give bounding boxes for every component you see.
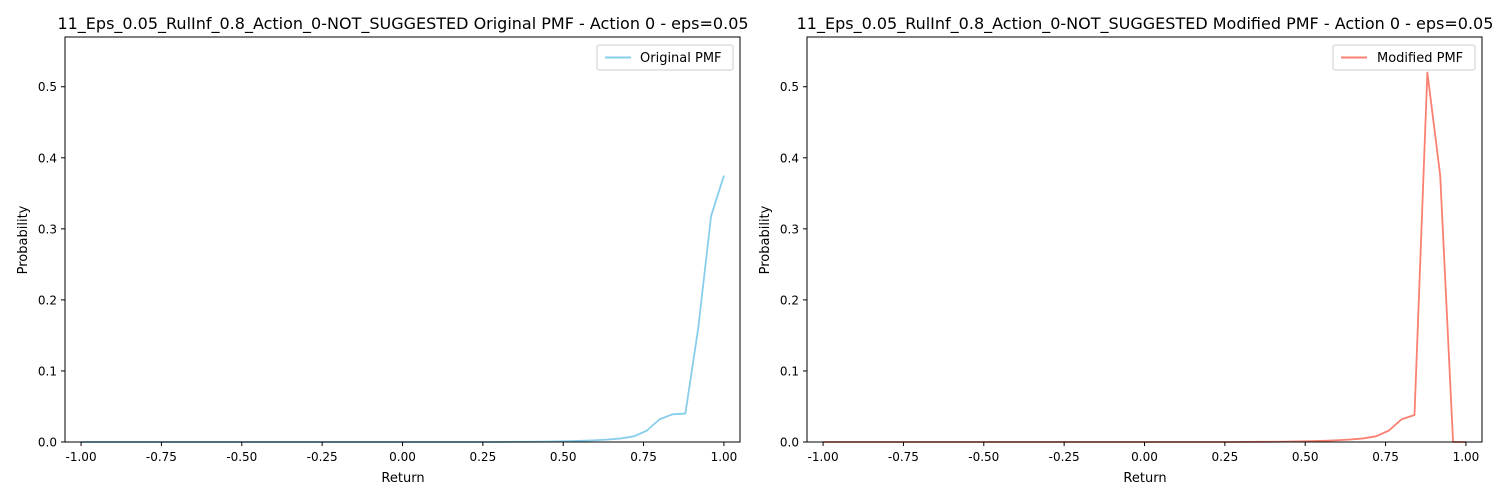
- x-tick-label: 0.25: [1211, 450, 1238, 464]
- y-tick-label: 0.3: [38, 222, 57, 236]
- plot-area: -1.00 -0.75 -0.50 -0.25 0.00 0.25 0.50 0.75 1.00…: [38, 36, 741, 464]
- x-tick-label: -0.50: [226, 450, 257, 464]
- legend-box: [1332, 44, 1476, 71]
- x-tick-label: 1.00: [711, 450, 738, 464]
- x-tick-label: -0.75: [146, 450, 177, 464]
- x-tick-label: 0.75: [1372, 450, 1399, 464]
- y-axis-label: Probability: [16, 205, 31, 274]
- legend: Original PMF: [596, 44, 734, 71]
- y-tick-label: 0.2: [780, 293, 799, 307]
- y-tick-label: 0.3: [780, 222, 799, 236]
- x-tick-label: -1.00: [66, 450, 97, 464]
- x-tick-label: 0.50: [1292, 450, 1319, 464]
- x-tick-label: 0.00: [1131, 450, 1158, 464]
- legend-label: Original PMF: [640, 51, 722, 66]
- x-axis-label: Return: [1123, 471, 1166, 486]
- y-tick-label: 0.1: [780, 364, 799, 378]
- x-tick-label: -0.25: [307, 450, 338, 464]
- chart-panel-original: 11_Eps_0.05_RulInf_0.8_Action_0-NOT_SUGG…: [16, 14, 749, 486]
- y-tick-label: 0.1: [38, 364, 57, 378]
- y-tick-label: 0.0: [38, 436, 57, 450]
- x-tick-label: -1.00: [808, 450, 839, 464]
- legend-box: [596, 44, 734, 71]
- y-tick-label: 0.4: [780, 151, 799, 165]
- y-tick-label: 0.5: [780, 80, 799, 94]
- y-tick-label: 0.5: [38, 80, 57, 94]
- x-tick-label: 0.75: [630, 450, 657, 464]
- x-axis-label: Return: [381, 471, 424, 486]
- y-tick-label: 0.2: [38, 293, 57, 307]
- legend-label: Modified PMF: [1377, 51, 1463, 66]
- chart-title: 11_Eps_0.05_RulInf_0.8_Action_0-NOT_SUGG…: [797, 14, 1494, 34]
- y-axis-label: Probability: [758, 205, 773, 274]
- x-tick-label: 1.00: [1453, 450, 1480, 464]
- x-tick-label: -0.75: [888, 450, 919, 464]
- chart-title: 11_Eps_0.05_RulInf_0.8_Action_0-NOT_SUGG…: [57, 14, 748, 34]
- y-tick-label: 0.0: [780, 436, 799, 450]
- x-tick-label: -0.50: [968, 450, 999, 464]
- chart-panel-modified: 11_Eps_0.05_RulInf_0.8_Action_0-NOT_SUGG…: [758, 14, 1493, 486]
- y-tick-label: 0.4: [38, 151, 57, 165]
- legend: Modified PMF: [1332, 44, 1476, 71]
- x-tick-label: 0.25: [469, 450, 496, 464]
- x-tick-label: 0.50: [550, 450, 577, 464]
- x-tick-label: -0.25: [1049, 450, 1080, 464]
- x-tick-label: 0.00: [389, 450, 416, 464]
- plot-area: -1.00 -0.75 -0.50 -0.25 0.00 0.25 0.50 0.75 1.00…: [780, 36, 1483, 464]
